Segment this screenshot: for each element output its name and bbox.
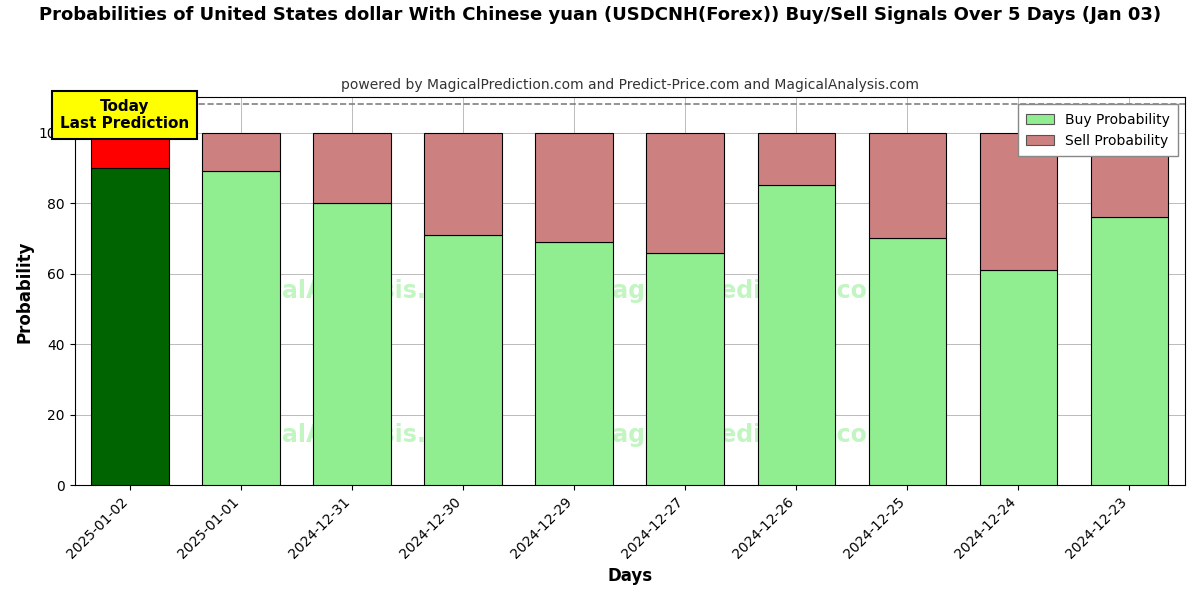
X-axis label: Days: Days <box>607 567 653 585</box>
Bar <box>1091 217 1169 485</box>
Bar <box>313 133 391 203</box>
Text: MagicalPrediction.com: MagicalPrediction.com <box>589 279 892 303</box>
Bar <box>91 133 169 168</box>
Bar <box>979 133 1057 270</box>
Legend: Buy Probability, Sell Probability: Buy Probability, Sell Probability <box>1018 104 1178 156</box>
Text: Today
Last Prediction: Today Last Prediction <box>60 99 190 131</box>
Bar <box>1091 133 1169 217</box>
Text: MagicalPrediction.com: MagicalPrediction.com <box>589 423 892 447</box>
Bar <box>757 185 835 485</box>
Bar <box>203 133 280 172</box>
Text: calAnalysis.com: calAnalysis.com <box>268 279 481 303</box>
Bar <box>535 242 613 485</box>
Bar <box>425 133 502 235</box>
Text: Probabilities of United States dollar With Chinese yuan (USDCNH(Forex)) Buy/Sell: Probabilities of United States dollar Wi… <box>38 6 1162 24</box>
Bar <box>425 235 502 485</box>
Bar <box>647 133 725 253</box>
Title: powered by MagicalPrediction.com and Predict-Price.com and MagicalAnalysis.com: powered by MagicalPrediction.com and Pre… <box>341 78 919 92</box>
Bar <box>757 133 835 185</box>
Bar <box>91 168 169 485</box>
Bar <box>203 172 280 485</box>
Bar <box>869 238 947 485</box>
Bar <box>535 133 613 242</box>
Bar <box>979 270 1057 485</box>
Y-axis label: Probability: Probability <box>16 240 34 343</box>
Bar <box>869 133 947 238</box>
Bar <box>313 203 391 485</box>
Bar <box>647 253 725 485</box>
Text: calAnalysis.com: calAnalysis.com <box>268 423 481 447</box>
